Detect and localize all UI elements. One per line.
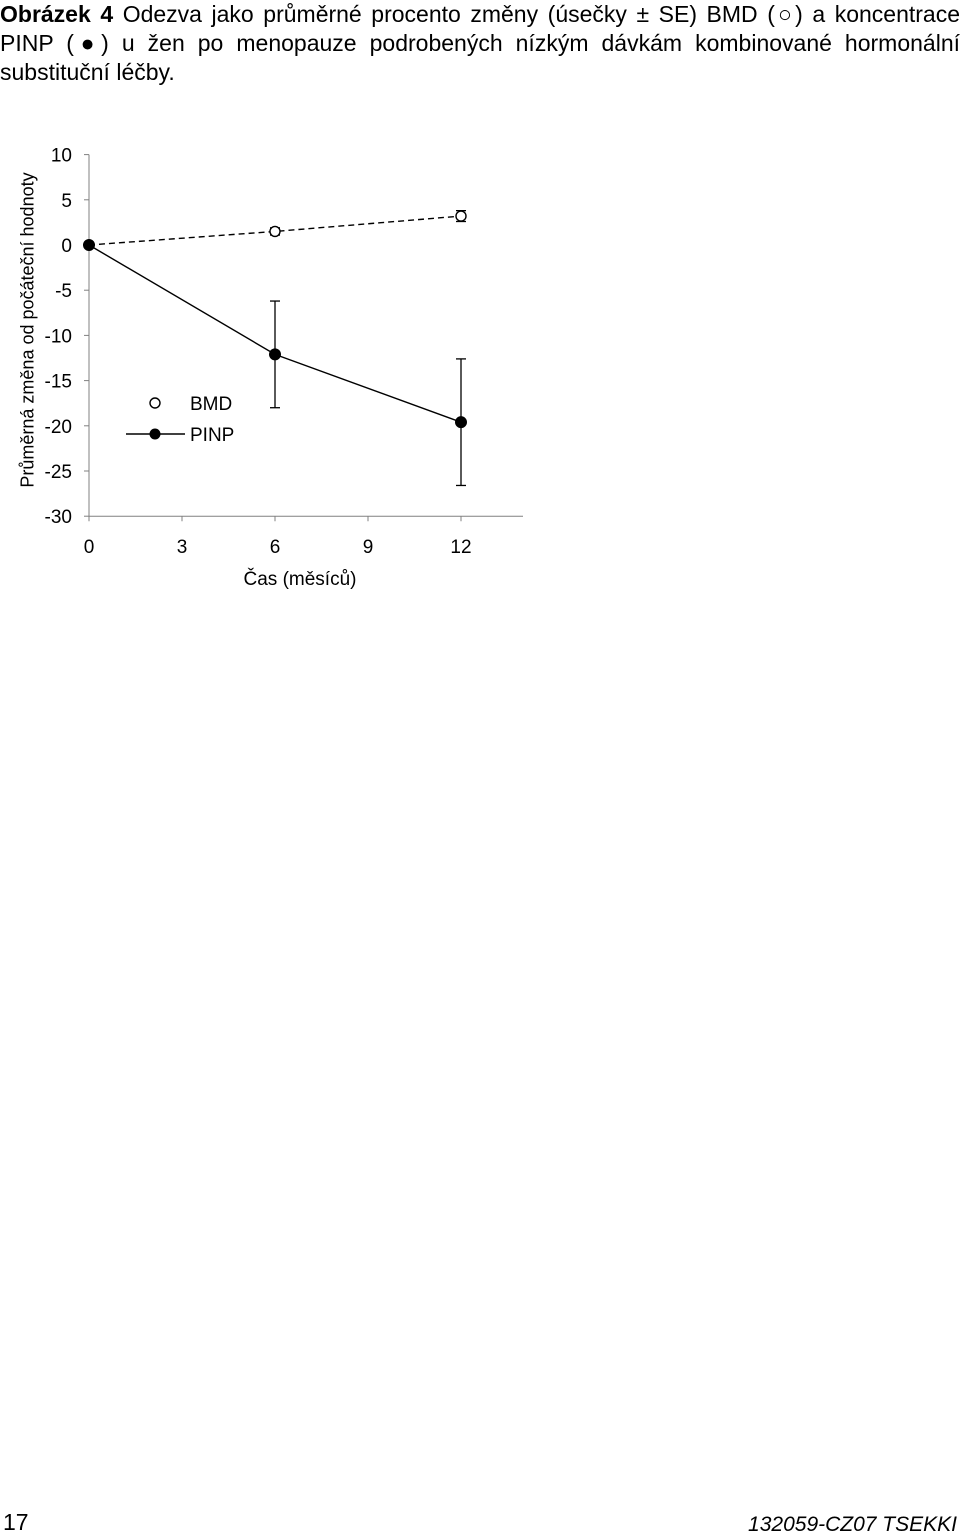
pinp-point <box>269 348 281 361</box>
figure-label: Obrázek 4 <box>0 1 114 27</box>
figure-caption: Obrázek 4 Odezva jako průměrné procento … <box>0 0 960 87</box>
y-tick-label: -5 <box>55 281 72 302</box>
x-tick-label: 0 <box>84 537 95 558</box>
y-tick-label: -30 <box>45 507 72 528</box>
legend-bmd-label: BMD <box>190 394 232 415</box>
y-tick-label: -25 <box>45 462 72 483</box>
y-tick-label: -10 <box>45 326 72 347</box>
bmd-series-line <box>88 215 462 246</box>
caption-text: Odezva jako průměrné procento změny (úse… <box>0 1 960 85</box>
x-axis-label: Čas (měsíců) <box>244 568 357 590</box>
legend-pinp-label: PINP <box>190 425 234 446</box>
x-tick-label: 3 <box>177 537 188 558</box>
x-tick-label: 12 <box>450 537 471 558</box>
legend-pinp-marker <box>149 428 161 440</box>
document-code: 132059-CZ07 TSEKKI <box>748 1513 957 1536</box>
bmd-point <box>455 210 467 222</box>
y-tick-label: 0 <box>61 236 72 257</box>
x-tick-label: 9 <box>363 537 374 558</box>
pinp-point <box>455 416 467 429</box>
y-tick-label: 10 <box>51 146 72 167</box>
y-tick-label: 5 <box>61 191 72 212</box>
chart: 10 5 0 -5 -10 -15 -20 -25 -30 0 3 6 9 12 BMD PINP Čas… <box>45 146 523 590</box>
legend-bmd-marker <box>149 397 161 409</box>
page-number: 17 <box>3 1509 29 1535</box>
legend: BMD PINP <box>126 394 234 446</box>
x-tick-label: 6 <box>270 537 281 558</box>
y-tick-label: -15 <box>45 372 72 393</box>
bmd-point <box>269 225 281 238</box>
pinp-point <box>83 239 95 251</box>
y-tick-label: -20 <box>45 417 72 438</box>
